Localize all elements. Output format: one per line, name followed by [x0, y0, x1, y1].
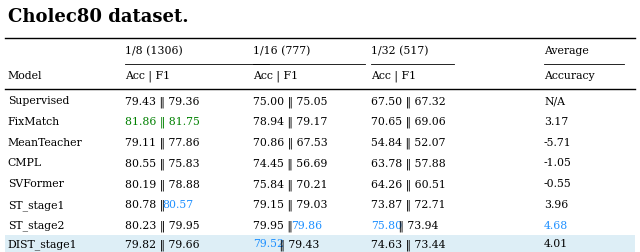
Text: MeanTeacher: MeanTeacher	[8, 137, 83, 147]
Text: 79.95 ‖: 79.95 ‖	[253, 220, 296, 231]
Text: Supervised: Supervised	[8, 96, 69, 106]
Text: 70.86 ‖ 67.53: 70.86 ‖ 67.53	[253, 137, 328, 148]
Text: 75.00 ‖ 75.05: 75.00 ‖ 75.05	[253, 96, 327, 107]
Text: Model: Model	[8, 71, 42, 81]
Text: ST_stage1: ST_stage1	[8, 199, 64, 210]
Text: DIST_stage1: DIST_stage1	[8, 238, 77, 249]
Text: 80.55 ‖ 75.83: 80.55 ‖ 75.83	[125, 158, 200, 169]
Text: SVFormer: SVFormer	[8, 178, 63, 188]
Text: 75.84 ‖ 70.21: 75.84 ‖ 70.21	[253, 178, 328, 190]
Text: 4.01: 4.01	[544, 238, 568, 248]
Text: ‖ 73.94: ‖ 73.94	[395, 220, 438, 231]
Text: 74.45 ‖ 56.69: 74.45 ‖ 56.69	[253, 158, 327, 169]
Text: 78.94 ‖ 79.17: 78.94 ‖ 79.17	[253, 116, 327, 128]
Text: ST_stage2: ST_stage2	[8, 220, 64, 230]
Text: 63.78 ‖ 57.88: 63.78 ‖ 57.88	[371, 158, 446, 169]
Text: 80.78 ‖: 80.78 ‖	[125, 199, 168, 210]
Text: 1/32 (517): 1/32 (517)	[371, 45, 429, 56]
Text: 73.87 ‖ 72.71: 73.87 ‖ 72.71	[371, 199, 446, 210]
Text: 75.80: 75.80	[371, 220, 403, 230]
Text: -0.55: -0.55	[544, 178, 572, 188]
Text: 80.57: 80.57	[163, 199, 194, 209]
Text: 79.52: 79.52	[253, 238, 284, 248]
Text: Average: Average	[544, 45, 589, 55]
Text: 79.15 ‖ 79.03: 79.15 ‖ 79.03	[253, 199, 327, 210]
Text: 3.96: 3.96	[544, 199, 568, 209]
Text: 80.23 ‖ 79.95: 80.23 ‖ 79.95	[125, 220, 200, 231]
Text: 4.68: 4.68	[544, 220, 568, 230]
Text: 79.86: 79.86	[291, 220, 322, 230]
Text: FixMatch: FixMatch	[8, 116, 60, 127]
Text: -1.05: -1.05	[544, 158, 572, 168]
Text: 79.82 ‖ 79.66: 79.82 ‖ 79.66	[125, 238, 200, 249]
Text: N/A: N/A	[544, 96, 565, 106]
FancyBboxPatch shape	[5, 235, 635, 252]
Text: 67.50 ‖ 67.32: 67.50 ‖ 67.32	[371, 96, 446, 107]
Text: Acc | F1: Acc | F1	[125, 71, 170, 82]
Text: Acc | F1: Acc | F1	[371, 71, 417, 82]
Text: 64.26 ‖ 60.51: 64.26 ‖ 60.51	[371, 178, 446, 190]
Text: 3.17: 3.17	[544, 116, 568, 127]
Text: ‖ 79.43: ‖ 79.43	[276, 238, 320, 249]
Text: 54.84 ‖ 52.07: 54.84 ‖ 52.07	[371, 137, 445, 148]
Text: 1/8 (1306): 1/8 (1306)	[125, 45, 182, 56]
Text: 1/16 (777): 1/16 (777)	[253, 45, 310, 56]
Text: 79.11 ‖ 77.86: 79.11 ‖ 77.86	[125, 137, 200, 148]
Text: Cholec80 dataset.: Cholec80 dataset.	[8, 8, 188, 25]
Text: Accuracy: Accuracy	[544, 71, 595, 81]
Text: 81.86 ‖ 81.75: 81.86 ‖ 81.75	[125, 116, 200, 128]
Text: 80.19 ‖ 78.88: 80.19 ‖ 78.88	[125, 178, 200, 190]
Text: CMPL: CMPL	[8, 158, 42, 168]
Text: 79.43 ‖ 79.36: 79.43 ‖ 79.36	[125, 96, 199, 107]
Text: 74.63 ‖ 73.44: 74.63 ‖ 73.44	[371, 238, 445, 249]
Text: -5.71: -5.71	[544, 137, 572, 147]
Text: 70.65 ‖ 69.06: 70.65 ‖ 69.06	[371, 116, 446, 128]
Text: Acc | F1: Acc | F1	[253, 71, 298, 82]
